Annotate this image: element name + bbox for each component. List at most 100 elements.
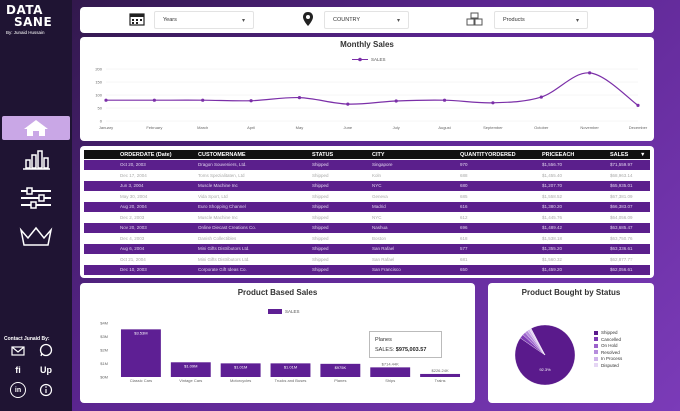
pie-legend-item[interactable]: In Process [594, 356, 622, 361]
sales-point[interactable] [249, 99, 253, 103]
sales-point[interactable] [442, 98, 447, 102]
tooltip-title: Planes [375, 337, 392, 343]
cell-status: Shipped [312, 235, 329, 241]
cell-sales: $62,877.77 [610, 256, 633, 262]
table-row[interactable]: May 30, 2004 Vida Sport, Ltd Shipped Geneva… [84, 191, 650, 202]
header-sales[interactable]: SALES [610, 151, 629, 158]
y-tick-label: $3M [100, 334, 108, 339]
bar-data-label: $1.01M [284, 364, 297, 369]
linkedin-link[interactable]: in [10, 382, 26, 398]
cell-qty: 612 [460, 214, 468, 220]
pie-legend-item[interactable]: Cancelled [594, 337, 621, 342]
bar[interactable] [170, 362, 211, 377]
email-link[interactable] [10, 343, 26, 359]
legend-label: In Process [601, 356, 623, 361]
location-pin-icon [303, 12, 313, 26]
bar[interactable] [420, 373, 461, 377]
country-dropdown[interactable]: COUNTRY ▾ [324, 11, 409, 29]
sales-point[interactable] [588, 71, 592, 75]
table-row[interactable]: Jun 3, 2004 Muscle Machine Inc Shipped NYC 6… [84, 181, 650, 191]
sliders-icon [21, 187, 51, 209]
whatsapp-link[interactable] [38, 342, 54, 358]
legend-swatch [594, 343, 598, 348]
pie-legend-item[interactable]: Shipped [594, 330, 618, 335]
cell-qty: 650 [460, 267, 468, 272]
whatsapp-icon [39, 343, 53, 357]
table-row[interactable]: Oct 20, 2003 Dragon Souveniers, Ltd. Shipp… [84, 160, 650, 170]
cell-date: Dec 2, 2003 [120, 214, 145, 220]
table-row[interactable]: Dec 17, 2004 Toms Spezialitaten, Ltd Shipp… [84, 170, 650, 181]
cell-qty: 688 [460, 172, 468, 178]
table-row[interactable]: Dec 2, 2003 Muscle Machine Inc Shipped NYC 6… [84, 212, 650, 223]
table-row[interactable]: Aug 20, 2004 Euro Shopping Channel Shipped… [84, 202, 650, 212]
bar[interactable] [220, 363, 261, 377]
bar-data-label: $226.24K [432, 368, 449, 373]
years-dropdown[interactable]: Years ▾ [154, 11, 254, 29]
bar[interactable] [120, 329, 161, 377]
nav-reports[interactable] [0, 148, 72, 172]
products-dropdown[interactable]: Products ▾ [494, 11, 588, 29]
sales-point[interactable] [394, 99, 398, 103]
monthly-sales-title: Monthly Sales [340, 40, 394, 49]
cell-sales: $71,559.97 [610, 162, 633, 167]
tooltip-value: $975,003.57 [395, 347, 427, 353]
x-tick-label: May [296, 125, 304, 130]
pie-center-label: 92.3% [539, 367, 551, 372]
cell-customer: Corporate Gift Ideas Co. [198, 267, 247, 272]
legend-swatch [594, 337, 598, 341]
sales-point[interactable] [346, 102, 350, 106]
table-row[interactable]: Nov 20, 2003 Online Diecast Creations Co.… [84, 223, 650, 233]
pie-slice-disputed[interactable] [529, 328, 546, 356]
nav-premium[interactable] [0, 224, 72, 248]
legend-sales-label: SALES [285, 309, 300, 314]
sales-point[interactable] [636, 103, 640, 107]
x-tick-label: Trucks and Buses [275, 378, 307, 383]
header-status[interactable]: STATUS [312, 151, 334, 158]
bar-data-label: $3.53M [134, 330, 147, 335]
sales-point[interactable] [539, 95, 543, 99]
home-icon [24, 120, 48, 136]
bar[interactable] [370, 367, 411, 377]
nav-filters[interactable] [0, 186, 72, 210]
logo-line-2: SANE [14, 15, 53, 29]
table-row[interactable]: Dec 10, 2003 Corporate Gift Ideas Co. Ship… [84, 265, 650, 275]
nav-home[interactable] [2, 116, 70, 140]
bar[interactable] [270, 363, 311, 377]
header-quantityordered[interactable]: QUANTITYORDERED [460, 151, 516, 158]
bar[interactable] [320, 363, 361, 377]
sales-point[interactable] [201, 98, 205, 102]
header-orderdate[interactable]: ORDERDATE (Date) [120, 151, 172, 158]
header-customername[interactable]: CUSTOMERNAME [198, 151, 246, 158]
chevron-down-icon: ▾ [241, 18, 245, 24]
cell-price: $1,445.76 [542, 214, 563, 220]
status-pie-panel: Product Bought by Status 92.3% Shipped Ca… [488, 283, 654, 403]
header-priceeach[interactable]: PRICEEACH [542, 151, 575, 158]
pie-legend-item[interactable]: Disputed [594, 363, 619, 368]
x-tick-label: August [438, 125, 451, 130]
info-link[interactable] [38, 382, 54, 398]
table-row[interactable]: Oct 21, 2004 Mini Gifts Distributors Ltd.… [84, 254, 650, 265]
bar-chart-icon [23, 150, 50, 170]
sales-series-line [106, 72, 639, 106]
header-city[interactable]: CITY [372, 151, 385, 158]
legend-sales-label: SALES [371, 57, 386, 62]
sales-point[interactable] [152, 98, 156, 102]
cell-status: Shipped [312, 172, 329, 178]
sales-point[interactable] [297, 96, 302, 100]
upwork-link[interactable]: Up [38, 362, 54, 378]
status-pie-chart: 92.3% [514, 324, 576, 386]
pie-legend-item[interactable]: On Hold [594, 343, 618, 348]
pie-legend-item[interactable]: Resolved [594, 350, 620, 355]
sort-desc-icon[interactable]: ▼ [640, 151, 646, 158]
table-row[interactable]: Dec 4, 2003 Danish Collectibles Shipped Bos… [84, 233, 650, 244]
sales-point[interactable] [104, 98, 108, 102]
table-row[interactable]: Aug 6, 2004 Mini Gifts Distributors Ltd. S… [84, 244, 650, 254]
email-icon [11, 346, 25, 356]
fiverr-link[interactable]: fi [10, 362, 26, 378]
sales-point[interactable] [491, 101, 495, 105]
cell-price: $1,459.20 [542, 267, 563, 272]
cell-status: Shipped [312, 183, 329, 188]
x-tick-label: Trains [435, 378, 446, 383]
cell-price: $1,380.20 [542, 204, 563, 209]
cell-price: $1,556.70 [542, 162, 563, 167]
